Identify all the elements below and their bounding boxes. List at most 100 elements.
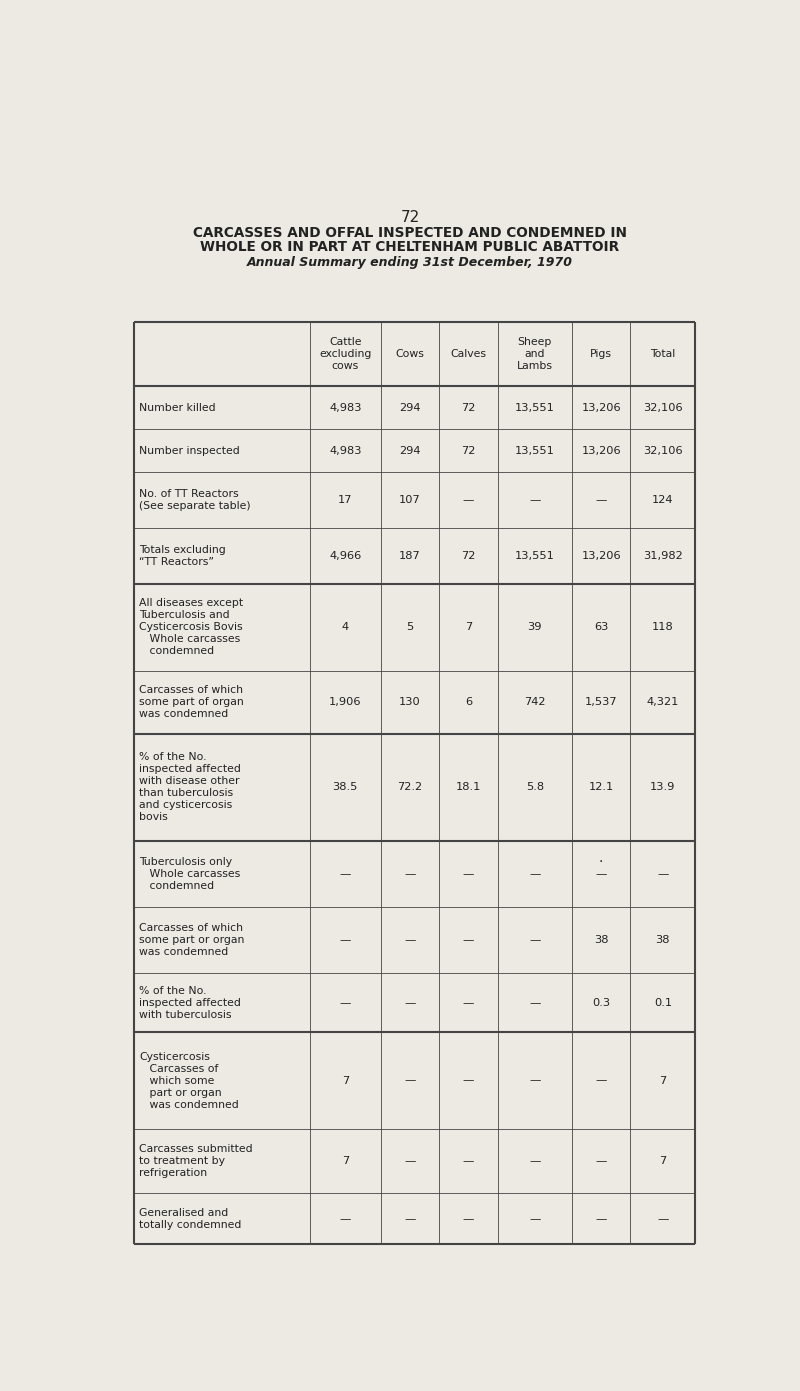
Text: —: —: [339, 935, 351, 946]
Text: 38.5: 38.5: [333, 782, 358, 791]
Text: 32,106: 32,106: [643, 445, 682, 456]
Text: 72: 72: [462, 551, 476, 561]
Text: 0.3: 0.3: [592, 997, 610, 1008]
Text: 18.1: 18.1: [456, 782, 482, 791]
Text: —: —: [463, 495, 474, 505]
Text: Totals excluding
“TT Reactors”: Totals excluding “TT Reactors”: [139, 545, 226, 566]
Text: 72.2: 72.2: [398, 782, 422, 791]
Text: 13,551: 13,551: [515, 445, 555, 456]
Text: —: —: [529, 935, 541, 946]
Text: 187: 187: [399, 551, 421, 561]
Text: —: —: [404, 997, 416, 1008]
Text: —: —: [529, 869, 541, 879]
Text: 1,537: 1,537: [585, 697, 618, 708]
Text: —: —: [463, 1214, 474, 1224]
Text: 4,966: 4,966: [329, 551, 362, 561]
Text: 13,551: 13,551: [515, 403, 555, 413]
Text: Number inspected: Number inspected: [139, 445, 240, 456]
Text: Number killed: Number killed: [139, 403, 216, 413]
Text: 4,983: 4,983: [329, 445, 362, 456]
Text: 124: 124: [652, 495, 674, 505]
Text: Pigs: Pigs: [590, 349, 612, 359]
Text: 12.1: 12.1: [589, 782, 614, 791]
Text: —: —: [463, 1075, 474, 1085]
Text: —: —: [595, 1156, 607, 1166]
Text: WHOLE OR IN PART AT CHELTENHAM PUBLIC ABATTOIR: WHOLE OR IN PART AT CHELTENHAM PUBLIC AB…: [201, 239, 619, 253]
Text: —: —: [595, 1075, 607, 1085]
Text: 4: 4: [342, 623, 349, 633]
Text: Annual Summary ending 31st December, 1970: Annual Summary ending 31st December, 197…: [247, 256, 573, 268]
Text: 6: 6: [465, 697, 472, 708]
Text: 0.1: 0.1: [654, 997, 672, 1008]
Text: 38: 38: [655, 935, 670, 946]
Text: —: —: [404, 1214, 416, 1224]
Text: 107: 107: [399, 495, 421, 505]
Text: —: —: [595, 869, 607, 879]
Text: —: —: [463, 935, 474, 946]
Text: 7: 7: [465, 623, 472, 633]
Text: —: —: [339, 1214, 351, 1224]
Text: Carcasses submitted
to treatment by
refrigeration: Carcasses submitted to treatment by refr…: [139, 1143, 253, 1178]
Text: —: —: [339, 869, 351, 879]
Text: —: —: [529, 495, 541, 505]
Text: 13,206: 13,206: [582, 551, 621, 561]
Text: —: —: [404, 1156, 416, 1166]
Text: Calves: Calves: [450, 349, 486, 359]
Text: 1,906: 1,906: [329, 697, 362, 708]
Text: —: —: [404, 869, 416, 879]
Text: —: —: [657, 1214, 669, 1224]
Text: —: —: [529, 997, 541, 1008]
Text: Carcasses of which
some part or organ
was condemned: Carcasses of which some part or organ wa…: [139, 924, 245, 957]
Text: Total: Total: [650, 349, 675, 359]
Text: —: —: [657, 869, 669, 879]
Text: —: —: [404, 935, 416, 946]
Text: Cows: Cows: [395, 349, 425, 359]
Text: No. of TT Reactors
(See separate table): No. of TT Reactors (See separate table): [139, 490, 250, 510]
Text: —: —: [529, 1214, 541, 1224]
Text: 118: 118: [652, 623, 674, 633]
Text: 4,321: 4,321: [646, 697, 679, 708]
Text: 38: 38: [594, 935, 609, 946]
Text: —: —: [529, 1075, 541, 1085]
Text: % of the No.
inspected affected
with disease other
than tuberculosis
and cystice: % of the No. inspected affected with dis…: [139, 753, 241, 822]
Text: 7: 7: [342, 1156, 349, 1166]
Text: Carcasses of which
some part of organ
was condemned: Carcasses of which some part of organ wa…: [139, 686, 244, 719]
Text: 7: 7: [342, 1075, 349, 1085]
Text: —: —: [339, 997, 351, 1008]
Text: 5.8: 5.8: [526, 782, 544, 791]
Text: 742: 742: [524, 697, 546, 708]
Text: 63: 63: [594, 623, 608, 633]
Text: ·: ·: [599, 855, 603, 869]
Text: 39: 39: [528, 623, 542, 633]
Text: Cysticercosis
   Carcasses of
   which some
   part or organ
   was condemned: Cysticercosis Carcasses of which some pa…: [139, 1052, 239, 1110]
Text: 72: 72: [462, 403, 476, 413]
Text: 4,983: 4,983: [329, 403, 362, 413]
Text: 294: 294: [399, 403, 421, 413]
Text: Generalised and
totally condemned: Generalised and totally condemned: [139, 1207, 242, 1230]
Text: 13,206: 13,206: [582, 403, 621, 413]
Text: All diseases except
Tuberculosis and
Cysticercosis Bovis
   Whole carcasses
   c: All diseases except Tuberculosis and Cys…: [139, 598, 243, 657]
Text: —: —: [529, 1156, 541, 1166]
Text: —: —: [404, 1075, 416, 1085]
Text: 72: 72: [400, 210, 420, 225]
Text: Sheep
and
Lambs: Sheep and Lambs: [517, 338, 553, 371]
Text: —: —: [463, 1156, 474, 1166]
Text: 31,982: 31,982: [643, 551, 682, 561]
Text: 7: 7: [659, 1075, 666, 1085]
Text: 13,551: 13,551: [515, 551, 555, 561]
Text: —: —: [595, 495, 607, 505]
Text: 7: 7: [659, 1156, 666, 1166]
Text: 13.9: 13.9: [650, 782, 675, 791]
Text: —: —: [463, 997, 474, 1008]
Text: —: —: [463, 869, 474, 879]
Text: 17: 17: [338, 495, 353, 505]
Text: 13,206: 13,206: [582, 445, 621, 456]
Text: Cattle
excluding
cows: Cattle excluding cows: [319, 338, 371, 371]
Text: 5: 5: [406, 623, 414, 633]
Text: Tuberculosis only
   Whole carcasses
   condemned: Tuberculosis only Whole carcasses condem…: [139, 857, 240, 890]
Text: 130: 130: [399, 697, 421, 708]
Text: 72: 72: [462, 445, 476, 456]
Text: —: —: [595, 1214, 607, 1224]
Text: % of the No.
inspected affected
with tuberculosis: % of the No. inspected affected with tub…: [139, 986, 241, 1020]
Text: CARCASSES AND OFFAL INSPECTED AND CONDEMNED IN: CARCASSES AND OFFAL INSPECTED AND CONDEM…: [193, 225, 627, 239]
